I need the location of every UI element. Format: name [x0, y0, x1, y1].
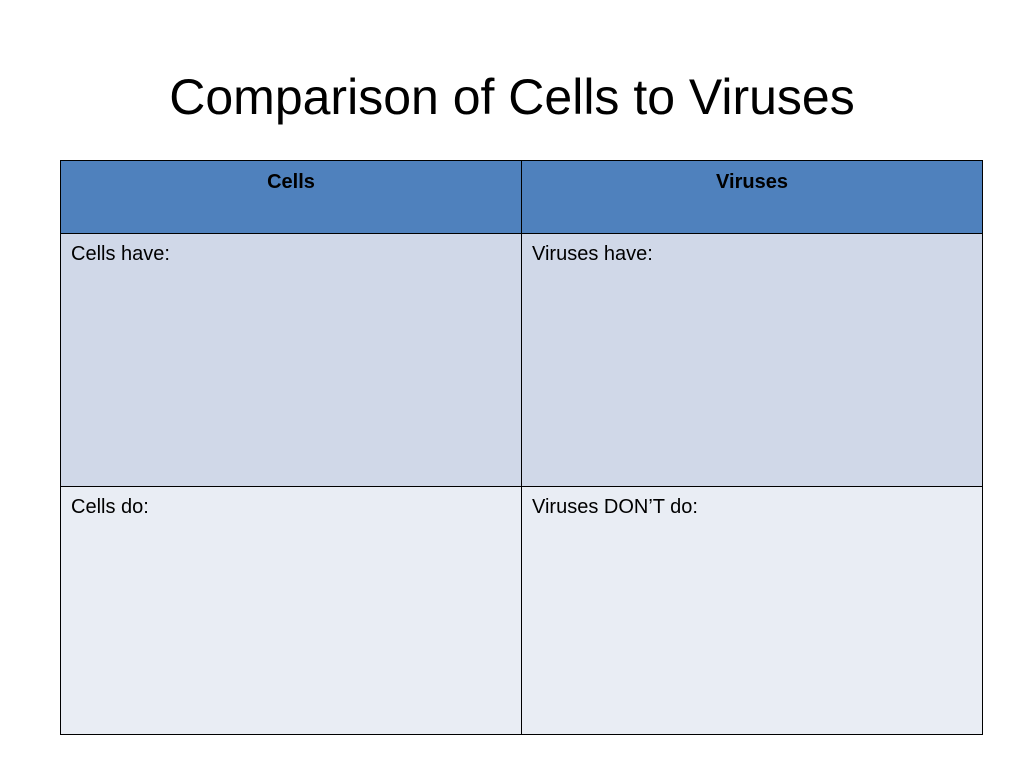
- table-cell: Cells do:: [60, 485, 522, 736]
- table-cell: Viruses have:: [521, 233, 983, 487]
- table-cell: Viruses DON’T do:: [521, 485, 983, 736]
- table-row: Cells do: Viruses DON’T do:: [60, 485, 983, 736]
- viruses-dont-do-label: Viruses DON’T do:: [532, 495, 698, 518]
- cells-do-label: Cells do:: [71, 495, 149, 518]
- cells-have-label: Cells have:: [71, 243, 170, 266]
- viruses-have-label: Viruses have:: [532, 243, 653, 266]
- table-cell: Cells have:: [60, 233, 522, 487]
- comparison-table: Cells Viruses Cells have: Viruses have: …: [60, 159, 983, 736]
- header-cells: Cells: [60, 159, 522, 235]
- table-header-row: Cells Viruses: [60, 159, 983, 235]
- header-viruses: Viruses: [521, 159, 983, 235]
- table-row: Cells have: Viruses have:: [60, 233, 983, 487]
- slide-title: Comparison of Cells to Viruses: [169, 69, 855, 125]
